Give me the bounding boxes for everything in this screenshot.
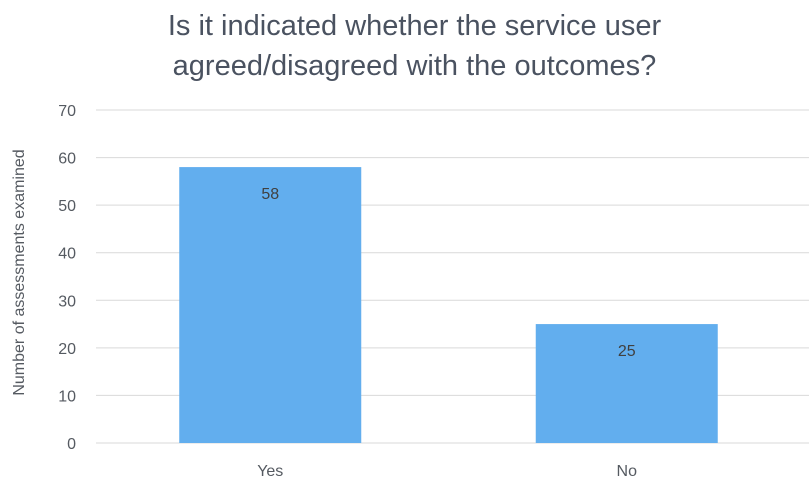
y-tick-label-50: 50 (58, 198, 76, 215)
data-label-no: 25 (618, 343, 636, 360)
y-tick-label-0: 0 (67, 436, 76, 453)
bar-yes (179, 167, 362, 444)
y-tick-label-40: 40 (58, 246, 76, 263)
y-axis-ticks: 0 10 20 30 40 50 60 70 (58, 103, 76, 453)
y-tick-label-20: 20 (58, 341, 76, 358)
x-tick-label-yes: Yes (257, 463, 283, 480)
y-tick-label-30: 30 (58, 293, 76, 310)
chart-title-line-2: agreed/disagreed with the outcomes? (172, 50, 657, 82)
y-tick-label-70: 70 (58, 103, 76, 120)
y-axis-label: Number of assessments examined (11, 149, 28, 395)
data-labels: 58 25 (261, 186, 635, 360)
bar-no (535, 324, 718, 443)
y-tick-label-10: 10 (58, 388, 76, 405)
data-label-yes: 58 (261, 186, 279, 203)
chart-title: Is it indicated whether the service user… (60, 6, 769, 86)
y-tick-label-60: 60 (58, 151, 76, 168)
chart-title-line-1: Is it indicated whether the service user (167, 10, 662, 42)
bars (179, 167, 718, 444)
x-axis-ticks: Yes No (257, 463, 637, 480)
x-tick-label-no: No (617, 463, 638, 480)
